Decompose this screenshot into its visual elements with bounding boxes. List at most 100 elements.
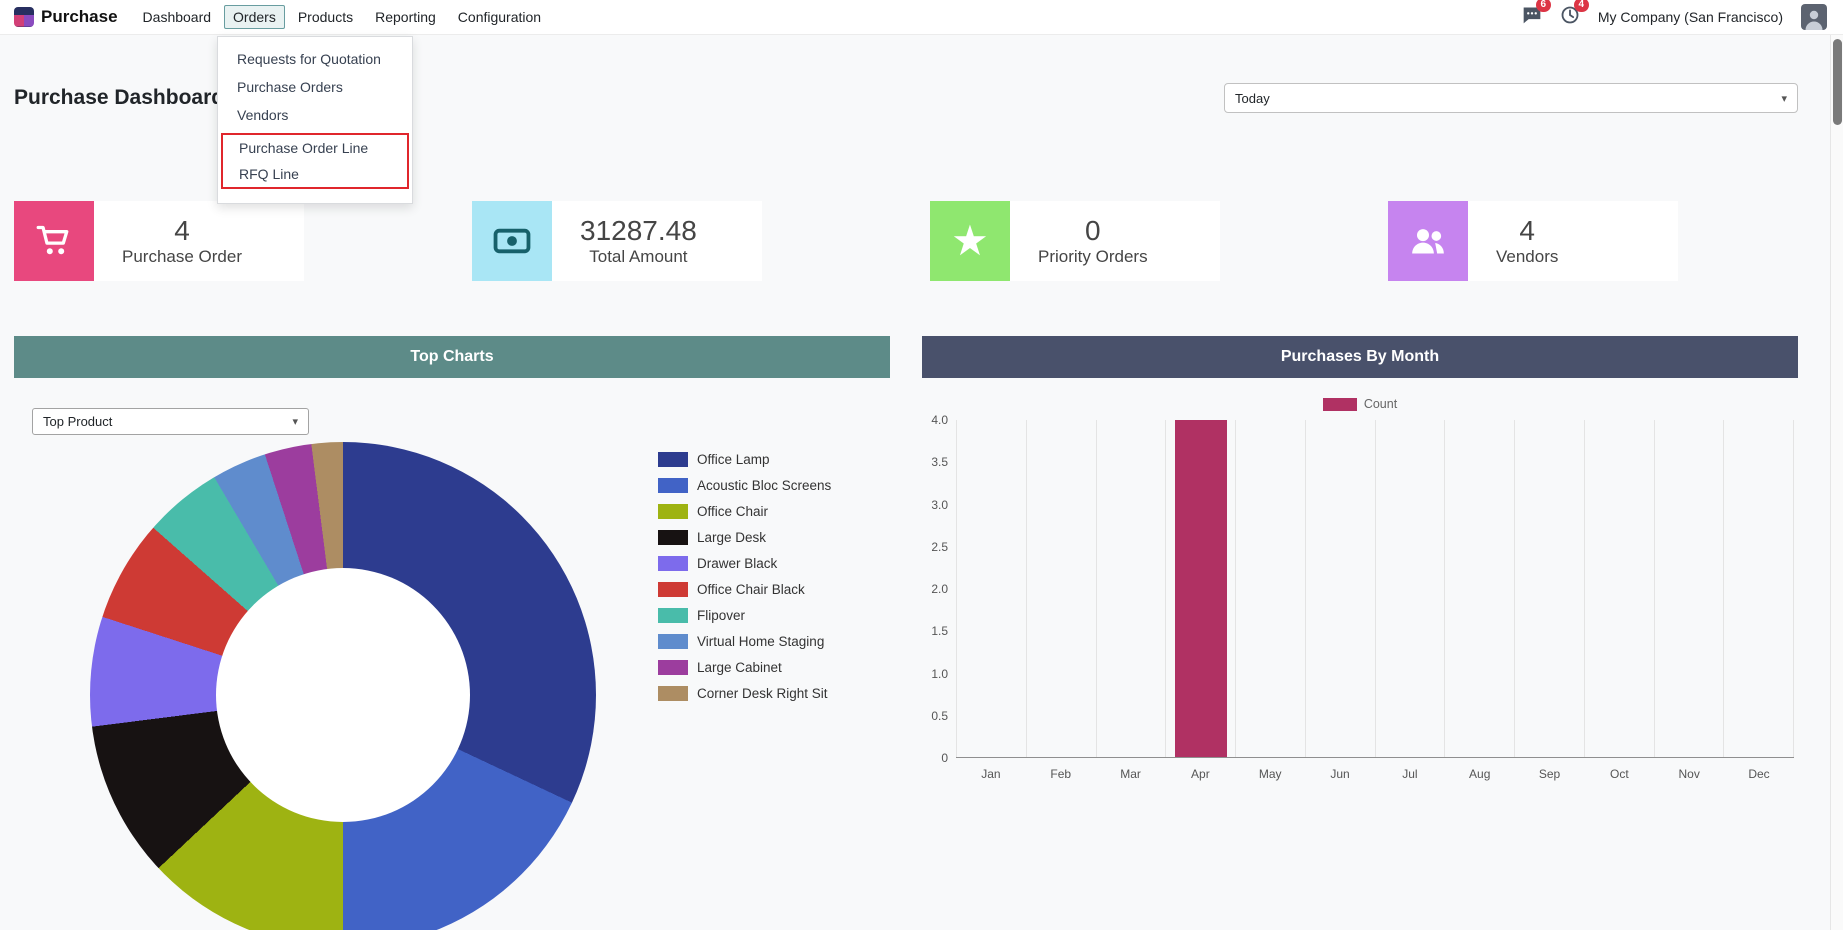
legend-swatch bbox=[658, 556, 688, 571]
kpi-card-priority-orders[interactable]: ★ 0 Priority Orders bbox=[930, 201, 1220, 281]
x-tick-label: Mar bbox=[1120, 767, 1141, 781]
plot-column-may bbox=[1235, 420, 1305, 757]
legend-item-corner-desk-right-sit: Corner Desk Right Sit bbox=[658, 686, 831, 701]
users-icon bbox=[1388, 201, 1468, 281]
kpi-text: 4 Purchase Order bbox=[94, 201, 304, 281]
period-filter-select[interactable]: Today ▾ bbox=[1224, 83, 1798, 113]
kpi-row: 4 Purchase Order 31287.48 Total Amount ★ 0 Pri… bbox=[14, 201, 1798, 281]
bar-apr bbox=[1174, 420, 1227, 757]
kpi-card-total-amount[interactable]: 31287.48 Total Amount bbox=[472, 201, 762, 281]
x-tick-label: Feb bbox=[1050, 767, 1072, 781]
legend-label: Drawer Black bbox=[697, 556, 778, 571]
plot-column-jan bbox=[956, 420, 1026, 757]
menu-item-requests-for-quotation[interactable]: Requests for Quotation bbox=[237, 51, 381, 67]
count-legend-label: Count bbox=[1363, 397, 1398, 411]
menu-item-vendors[interactable]: Vendors bbox=[237, 107, 289, 123]
plot-column-oct bbox=[1583, 420, 1654, 757]
legend-label: Virtual Home Staging bbox=[697, 634, 825, 649]
nav-item-configuration[interactable]: Configuration bbox=[457, 9, 542, 25]
plot-column-apr bbox=[1165, 420, 1235, 757]
legend-label: Acoustic Bloc Screens bbox=[697, 478, 832, 493]
legend-label: Corner Desk Right Sit bbox=[697, 686, 828, 701]
kpi-label: Vendors bbox=[1496, 247, 1559, 267]
top-charts-body: Top Product ▾ Office Lamp Acoustic Bloc S… bbox=[14, 378, 890, 930]
header-row: Purchase Dashboard Today ▾ bbox=[14, 83, 1798, 113]
kpi-text: 31287.48 Total Amount bbox=[552, 201, 762, 281]
menu-item-purchase-order-line[interactable]: Purchase Order Line bbox=[239, 140, 369, 156]
legend-swatch bbox=[658, 452, 688, 467]
x-tick-label: Aug bbox=[1469, 767, 1491, 781]
kpi-inner: 31287.48 Total Amount bbox=[580, 215, 697, 267]
top-product-select[interactable]: Top Product ▾ bbox=[32, 408, 309, 435]
money-icon bbox=[472, 201, 552, 281]
chat-icon bbox=[1522, 5, 1542, 30]
x-axis-labels: Jan Feb Mar Apr May Jun Jul Aug Sep Oct Nov Dec bbox=[956, 767, 1794, 781]
charts-row: Top Charts Top Product ▾ Office Lamp Acou… bbox=[14, 336, 1798, 930]
messages-button[interactable]: 6 bbox=[1522, 0, 1551, 30]
legend-swatch bbox=[658, 478, 688, 493]
company-switcher[interactable]: My Company (San Francisco) bbox=[1597, 9, 1783, 25]
period-filter-value: Today bbox=[1235, 90, 1270, 106]
legend-item-acoustic-bloc-screens: Acoustic Bloc Screens bbox=[658, 478, 831, 493]
kpi-inner: 4 Vendors bbox=[1496, 215, 1558, 267]
legend-label: Flipover bbox=[697, 608, 746, 623]
plot-column-aug bbox=[1444, 420, 1514, 757]
menu-item-purchase-orders[interactable]: Purchase Orders bbox=[237, 79, 343, 95]
activities-button[interactable]: 4 bbox=[1560, 0, 1589, 30]
messages-badge: 6 bbox=[1535, 0, 1551, 12]
top-charts-panel: Top Charts Top Product ▾ Office Lamp Acou… bbox=[14, 336, 890, 930]
legend-swatch bbox=[658, 504, 688, 519]
plot-column-nov bbox=[1653, 420, 1724, 757]
kpi-inner: 4 Purchase Order bbox=[122, 215, 242, 267]
kpi-value: 0 bbox=[1085, 214, 1101, 246]
top-nav: Purchase Dashboard Orders Products Reportin… bbox=[0, 0, 1843, 35]
kpi-text: 4 Vendors bbox=[1468, 201, 1678, 281]
legend-swatch bbox=[658, 530, 688, 545]
x-tick-label: May bbox=[1258, 767, 1282, 781]
scrollbar[interactable] bbox=[1830, 35, 1843, 930]
purchases-by-month-body: Count 4.0 3.5 3.0 2.5 2.0 1.5 1.0 0.5 0 Jan Feb Ma… bbox=[922, 378, 1798, 929]
nav-item-products[interactable]: Products bbox=[297, 9, 354, 25]
person-icon bbox=[1805, 10, 1823, 30]
activities-badge: 4 bbox=[1573, 0, 1589, 12]
page-title: Purchase Dashboard bbox=[14, 86, 225, 109]
nav-item-orders[interactable]: Orders bbox=[224, 5, 285, 29]
x-tick-label: Apr bbox=[1191, 767, 1210, 781]
legend-swatch bbox=[658, 660, 688, 675]
top-charts-header: Top Charts bbox=[14, 336, 890, 378]
donut-legend: Office Lamp Acoustic Bloc Screens Office C… bbox=[658, 452, 831, 712]
kpi-value: 4 bbox=[1519, 214, 1535, 246]
nav-menu: Dashboard Orders Products Reporting Configur… bbox=[134, 5, 551, 29]
app-icon bbox=[14, 7, 34, 27]
legend-item-office-lamp: Office Lamp bbox=[658, 452, 831, 467]
highlight-box: Purchase Order Line RFQ Line bbox=[221, 133, 409, 189]
x-tick-label: Sep bbox=[1538, 767, 1561, 781]
cart-icon bbox=[14, 201, 94, 281]
kpi-value: 31287.48 bbox=[580, 214, 697, 246]
kpi-card-purchase-order[interactable]: 4 Purchase Order bbox=[14, 201, 304, 281]
legend-swatch bbox=[658, 608, 688, 623]
x-tick-label: Jun bbox=[1330, 767, 1350, 781]
x-tick-label: Jan bbox=[981, 767, 1001, 781]
chevron-down-icon: ▾ bbox=[292, 416, 298, 428]
app-name[interactable]: Purchase bbox=[41, 7, 118, 26]
x-tick-label: Nov bbox=[1678, 767, 1700, 781]
legend-item-virtual-home-staging: Virtual Home Staging bbox=[658, 634, 831, 649]
nav-item-dashboard[interactable]: Dashboard bbox=[142, 9, 212, 25]
nav-item-reporting[interactable]: Reporting bbox=[375, 9, 436, 25]
kpi-card-vendors[interactable]: 4 Vendors bbox=[1388, 201, 1678, 281]
legend-swatch bbox=[658, 686, 688, 701]
user-avatar[interactable] bbox=[1801, 4, 1827, 30]
bar-legend: Count bbox=[922, 378, 1798, 411]
menu-item-rfq-line[interactable]: RFQ Line bbox=[239, 166, 299, 182]
x-tick-label: Dec bbox=[1748, 767, 1770, 781]
legend-swatch bbox=[658, 634, 688, 649]
plot-column-feb bbox=[1025, 420, 1096, 757]
scrollbar-thumb[interactable] bbox=[1833, 39, 1842, 125]
main-content: Purchase Dashboard Today ▾ 4 Purchase Ord… bbox=[0, 83, 1843, 930]
y-axis-labels: 4.0 3.5 3.0 2.5 2.0 1.5 1.0 0.5 0 bbox=[931, 413, 948, 765]
nav-systray: 6 4 My Company (San Francisco) bbox=[1522, 0, 1827, 30]
purchases-by-month-panel: Purchases By Month Count 4.0 3.5 3.0 2.5 2.0… bbox=[922, 336, 1798, 929]
plot-column-mar bbox=[1095, 420, 1166, 757]
legend-item-flipover: Flipover bbox=[658, 608, 831, 623]
